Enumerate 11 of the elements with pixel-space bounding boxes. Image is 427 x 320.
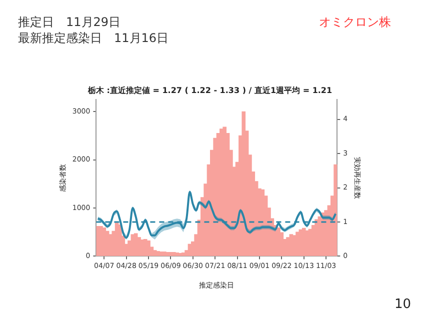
text: 最新推定感染日 11月16日: [18, 30, 169, 47]
bar: [146, 240, 150, 256]
text: 推定日 11月29日: [18, 14, 121, 31]
bar: [334, 164, 338, 256]
bar: [222, 126, 227, 256]
text: 10: [394, 297, 411, 312]
text: オミクロン株: [319, 14, 391, 31]
bar: [102, 227, 106, 256]
bar: [276, 227, 280, 256]
bar: [166, 252, 170, 256]
chart-title: 栃木 :直近推定値 = 1.27 ( 1.22 - 1.33 ) / 直近1週平均 = 1.21: [86, 84, 332, 95]
